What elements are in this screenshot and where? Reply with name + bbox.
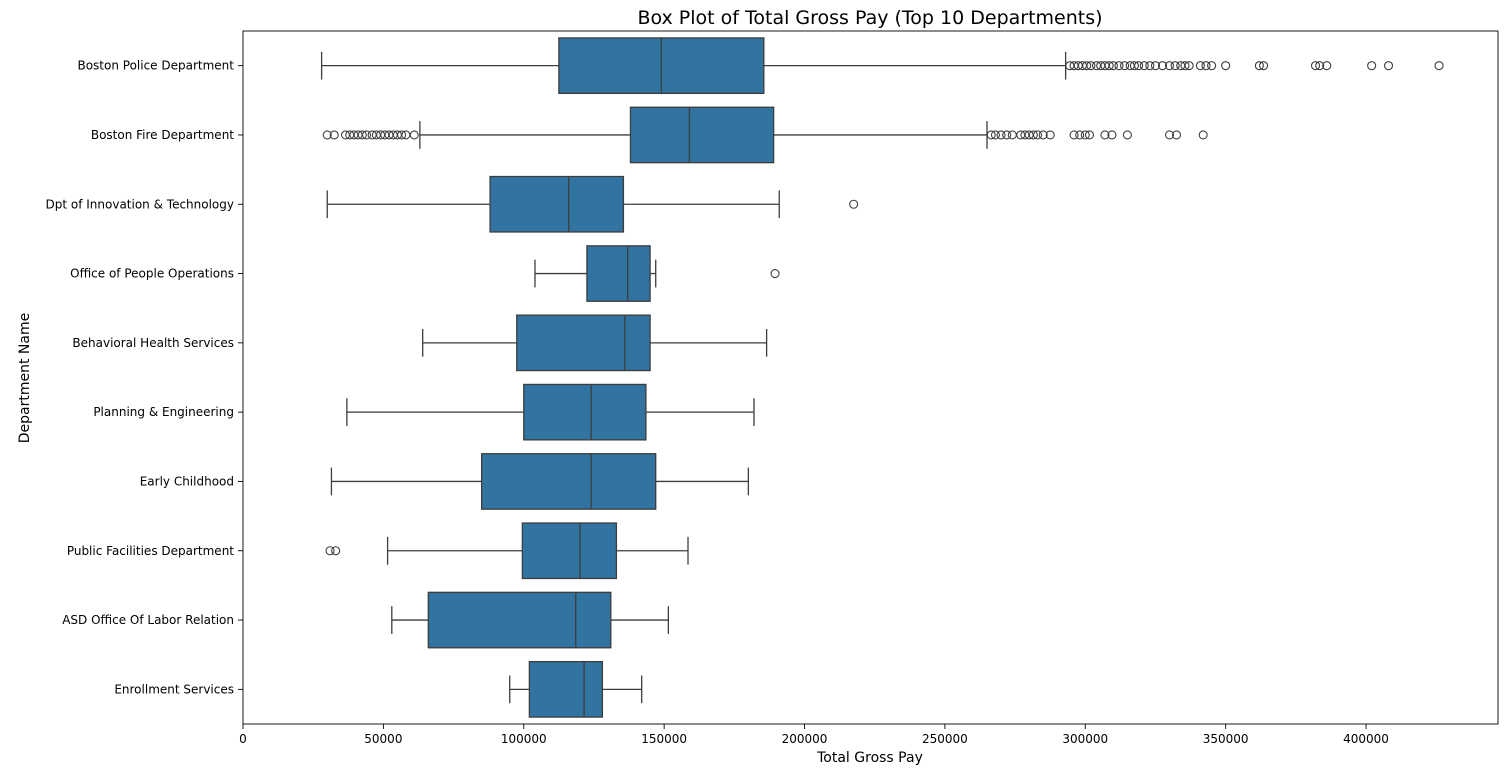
outlier-point [1082, 61, 1092, 71]
box-iqr [489, 175, 625, 233]
outlier-point [1170, 61, 1180, 71]
outlier-point [1145, 61, 1155, 71]
outlier-point [1104, 61, 1114, 71]
outlier-point [1033, 130, 1043, 140]
outlier-point [1367, 61, 1377, 71]
outlier-point [849, 199, 859, 209]
outlier-point [409, 130, 419, 140]
y-tick-label: Boston Fire Department [91, 128, 234, 142]
outlier-point [1069, 130, 1079, 140]
outlier-point [1134, 61, 1144, 71]
box-iqr [528, 660, 604, 718]
outlier-point [1310, 61, 1321, 71]
box-iqr [523, 383, 647, 441]
y-tick-label: Office of People Operations [70, 267, 234, 281]
outlier-point [1129, 61, 1139, 71]
outlier-point [1198, 130, 1208, 140]
y-tick-label: Boston Police Department [77, 59, 234, 73]
outlier-point [1254, 61, 1264, 71]
outlier-point [1084, 130, 1095, 140]
box-iqr [480, 453, 657, 510]
x-tick-label: 350000 [1203, 732, 1249, 746]
chart-title: Box Plot of Total Gross Pay (Top 10 Depa… [637, 7, 1102, 29]
outlier-point [1195, 61, 1205, 71]
outlier-point [1207, 61, 1217, 71]
outlier-point [1002, 130, 1012, 140]
outlier-point [1221, 61, 1231, 71]
outlier-point [1315, 61, 1325, 71]
outlier-point [1171, 130, 1182, 140]
outlier-point [322, 130, 332, 140]
outlier-point [1107, 130, 1117, 140]
outlier-point [329, 130, 339, 140]
outlier-point [361, 130, 372, 140]
plot-frame [242, 30, 1499, 725]
y-tick-label: ASD Office Of Labor Relation [62, 613, 234, 627]
x-tick-label: 400000 [1343, 732, 1389, 746]
y-tick-label: Behavioral Health Services [72, 336, 234, 350]
y-tick-label: Early Childhood [140, 474, 234, 488]
outlier-point [397, 130, 407, 140]
outlier-point [1122, 130, 1132, 140]
x-tick-label: 200000 [782, 732, 828, 746]
outlier-point [1114, 61, 1124, 71]
box-iqr [516, 314, 651, 372]
outlier-point [1150, 61, 1161, 71]
plot-area: 0 50000 100000 150000 200000 250000 300000 3500… [46, 30, 1499, 746]
outlier-point [770, 268, 780, 279]
y-tick-label: Planning & Engineering [93, 405, 234, 419]
outlier-point [1157, 61, 1168, 71]
x-tick-label: 150000 [641, 732, 687, 746]
x-tick-label: 100000 [501, 732, 547, 746]
outlier-point [325, 546, 335, 556]
outlier-point [1028, 130, 1038, 140]
box-iqr [586, 245, 651, 302]
outlier-point [1139, 61, 1149, 71]
outlier-point [1075, 130, 1085, 140]
x-tick-label: 0 [239, 732, 247, 746]
outlier-point [1164, 61, 1175, 71]
outlier-point [990, 130, 1000, 140]
y-axis-label: Department Name [17, 313, 33, 443]
outlier-point [1045, 130, 1055, 140]
outlier-point [986, 130, 996, 140]
outlier-point [1108, 61, 1118, 71]
outlier-point [1100, 130, 1110, 140]
outlier-point [1086, 61, 1096, 71]
outlier-point [996, 130, 1006, 140]
outlier-point [1184, 61, 1194, 71]
x-tick-label: 250000 [922, 732, 968, 746]
outlier-point [1120, 61, 1130, 71]
x-tick-label: 300000 [1062, 732, 1108, 746]
box-iqr [427, 591, 612, 649]
y-tick-label: Dpt of Innovation & Technology [46, 197, 235, 211]
outlier-point [1322, 61, 1332, 71]
box-iqr [629, 106, 775, 164]
y-tick-label: Public Facilities Department [67, 544, 234, 558]
outlier-point [1164, 130, 1175, 140]
outlier-point [1259, 61, 1269, 71]
box-iqr [521, 522, 618, 580]
outlier-point [1007, 130, 1017, 140]
outlier-point [1434, 61, 1444, 71]
outlier-point [1180, 61, 1190, 71]
x-axis-label: Total Gross Pay [816, 750, 923, 766]
outlier-point [331, 546, 341, 556]
outlier-point [1080, 130, 1090, 140]
outlier-point [357, 130, 367, 140]
outlier-point [1201, 61, 1211, 71]
outlier-point [1038, 130, 1048, 140]
x-tick-label: 50000 [364, 732, 402, 746]
outlier-point [1383, 61, 1394, 71]
y-tick-label: Enrollment Services [114, 682, 234, 696]
